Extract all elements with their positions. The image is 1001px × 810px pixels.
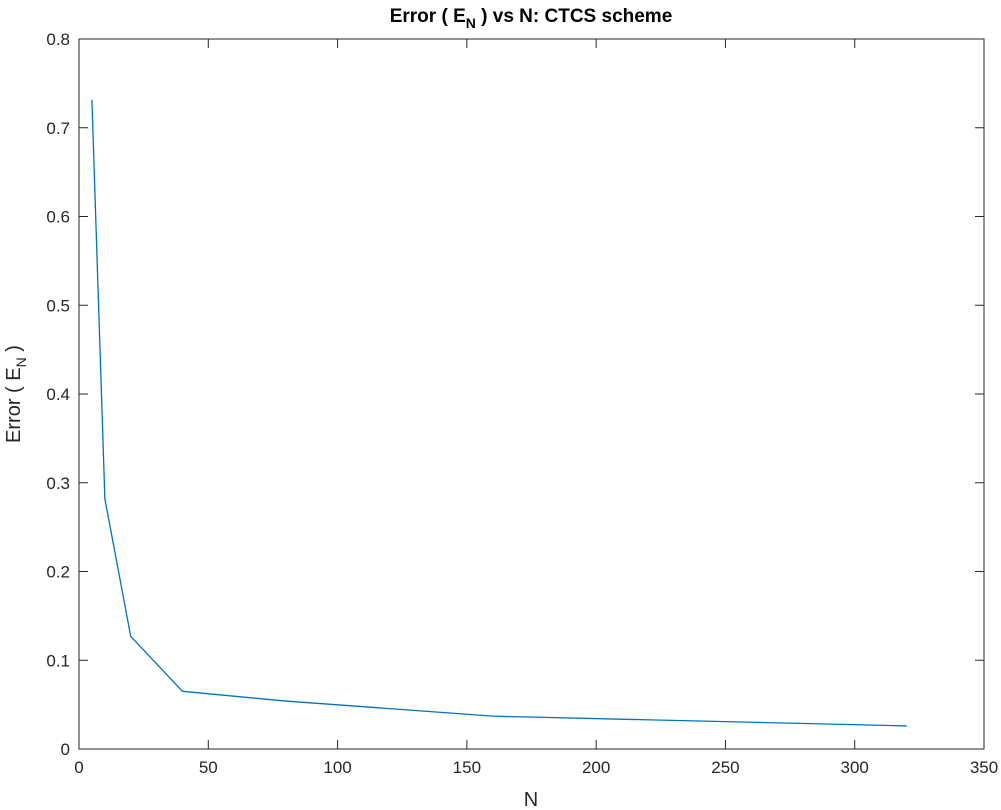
x-axis-label: N xyxy=(524,789,538,810)
y-tick-label: 0.1 xyxy=(46,651,70,670)
y-tick-label: 0 xyxy=(61,740,70,759)
y-tick-label: 0.5 xyxy=(46,296,70,315)
x-tick-label: 300 xyxy=(841,758,869,777)
x-tick-label: 50 xyxy=(199,758,218,777)
plot-area xyxy=(79,39,984,749)
data-point xyxy=(91,99,93,101)
y-tick-label: 0.6 xyxy=(46,208,70,227)
data-point xyxy=(492,715,494,717)
x-tick-label: 200 xyxy=(582,758,610,777)
x-tick-label: 150 xyxy=(453,758,481,777)
x-tick-label: 0 xyxy=(74,758,83,777)
y-tick-label: 0.7 xyxy=(46,119,70,138)
y-tick-label: 0.3 xyxy=(46,474,70,493)
data-point xyxy=(104,498,106,500)
chart-title: Error ( EN ) vs N: CTCS scheme xyxy=(390,6,673,31)
data-point xyxy=(130,635,132,637)
axis-tick-labels: 0 50 100 150 200 250 300 350 0 0.1 0.2 0.3 0.4 0.5 0.6… xyxy=(46,30,998,777)
y-tick-label: 0.2 xyxy=(46,563,70,582)
data-point xyxy=(905,725,908,727)
data-point xyxy=(181,690,184,692)
series-layer xyxy=(91,99,908,727)
x-tick-label: 250 xyxy=(711,758,739,777)
y-tick-label: 0.8 xyxy=(46,30,70,49)
data-point xyxy=(285,700,287,702)
x-tick-label: 100 xyxy=(323,758,351,777)
x-tick-label: 350 xyxy=(970,758,998,777)
axes-box xyxy=(78,38,985,750)
y-axis-label: Error ( EN ) xyxy=(3,345,29,443)
y-tick-label: 0.4 xyxy=(46,385,70,404)
